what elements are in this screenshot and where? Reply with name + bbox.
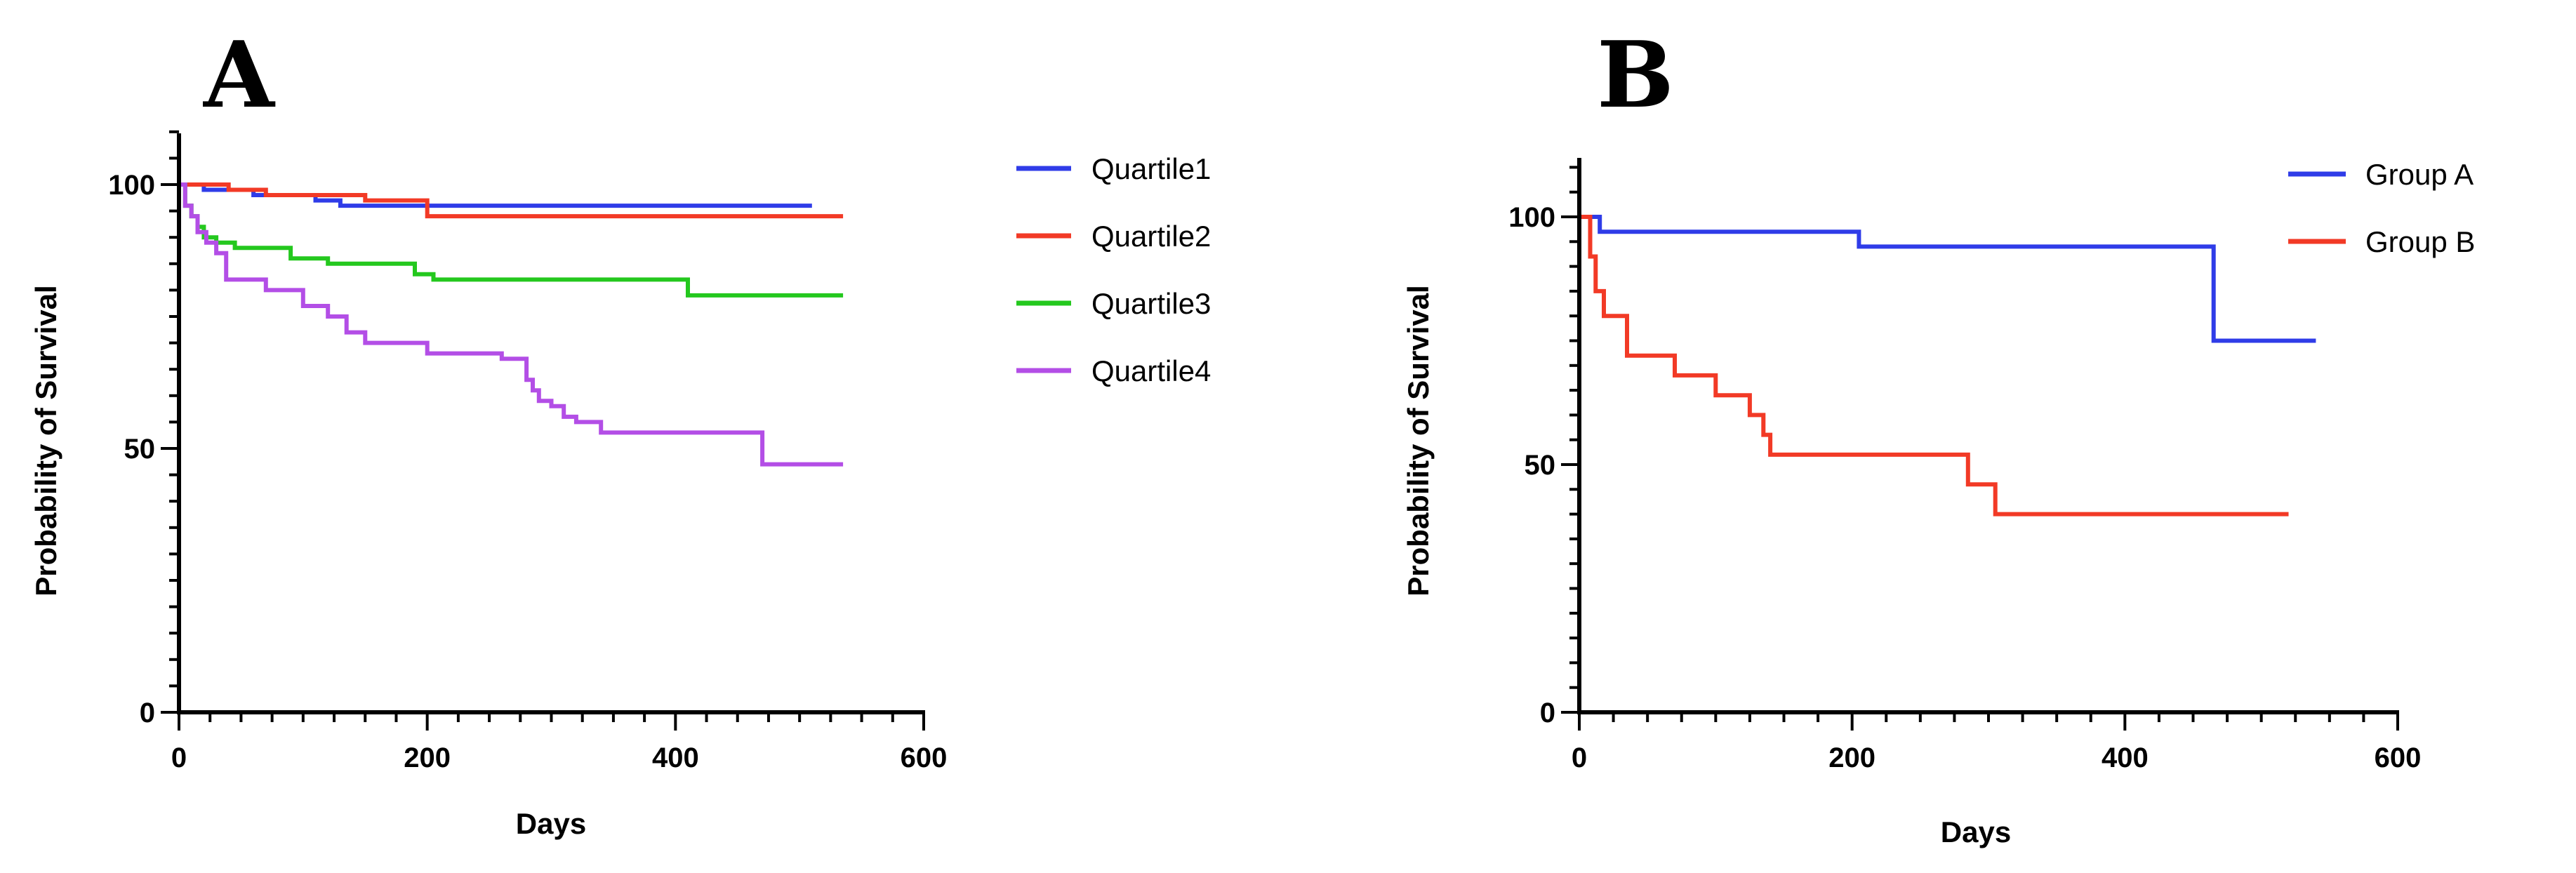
panel-a-ylabel: Probability of Survival	[29, 285, 62, 596]
panel-b-legend-label-group-b: Group B	[2365, 225, 2475, 258]
panel-a-series-quartile4	[179, 182, 844, 467]
panel-a-y-tick-label: 50	[124, 434, 156, 465]
panel-a-x-tick-label: 200	[404, 742, 451, 773]
panel-b-legend-label-group-a: Group A	[2365, 158, 2474, 191]
panel-b-series-group-a	[1579, 215, 2316, 343]
panel-b-letter: B	[1597, 21, 1674, 128]
panel-a-series	[179, 182, 844, 467]
panel-a-chart: A Probability of Survival Days 0 50 100 0 20…	[29, 21, 1211, 840]
panel-b-y-tick-label: 100	[1508, 202, 1555, 233]
panel-a-series-quartile3	[179, 182, 844, 298]
panel-b-ticks: 0 50 100 0 200 400 600	[1508, 166, 2422, 773]
panel-b-ylabel: Probability of Survival	[1402, 285, 1435, 596]
panel-a-legend-label-quartile3: Quartile3	[1091, 287, 1211, 320]
panel-b-xlabel: Days	[1941, 815, 2011, 848]
panel-a-legend-label-quartile4: Quartile4	[1091, 354, 1211, 387]
panel-a-ticks: 0 50 100 0 200 400 600	[108, 130, 948, 773]
panel-b-x-tick-label: 0	[1572, 742, 1587, 773]
panel-a-xlabel: Days	[516, 807, 586, 840]
panel-a-x-tick-label: 600	[901, 742, 948, 773]
panel-b-y-tick-label: 0	[1540, 698, 1555, 728]
panel-b-x-tick-label: 200	[1828, 742, 1875, 773]
panel-a-series-quartile2	[179, 182, 844, 219]
panel-a-x-tick-label: 0	[171, 742, 187, 773]
panel-a-y-tick-label: 0	[140, 698, 155, 728]
panel-b-y-tick-label: 50	[1525, 450, 1556, 481]
panel-a-legend: Quartile1 Quartile2 Quartile3 Quartile4	[1016, 152, 1211, 387]
panel-b-x-tick-label: 400	[2102, 742, 2149, 773]
panel-b-chart: B Probability of Survival Days 0 50 100 0 20…	[1402, 21, 2475, 848]
panel-b-legend: Group A Group B	[2288, 158, 2475, 258]
panel-b-series-group-b	[1579, 215, 2289, 517]
panel-a-letter: A	[202, 21, 276, 128]
panel-a-y-tick-label: 100	[108, 170, 155, 201]
panel-a-x-tick-label: 400	[652, 742, 699, 773]
panel-b-series	[1579, 215, 2316, 517]
panel-a-legend-label-quartile1: Quartile1	[1091, 152, 1211, 185]
panel-b-x-tick-label: 600	[2375, 742, 2422, 773]
panel-a-legend-label-quartile2: Quartile2	[1091, 220, 1211, 253]
